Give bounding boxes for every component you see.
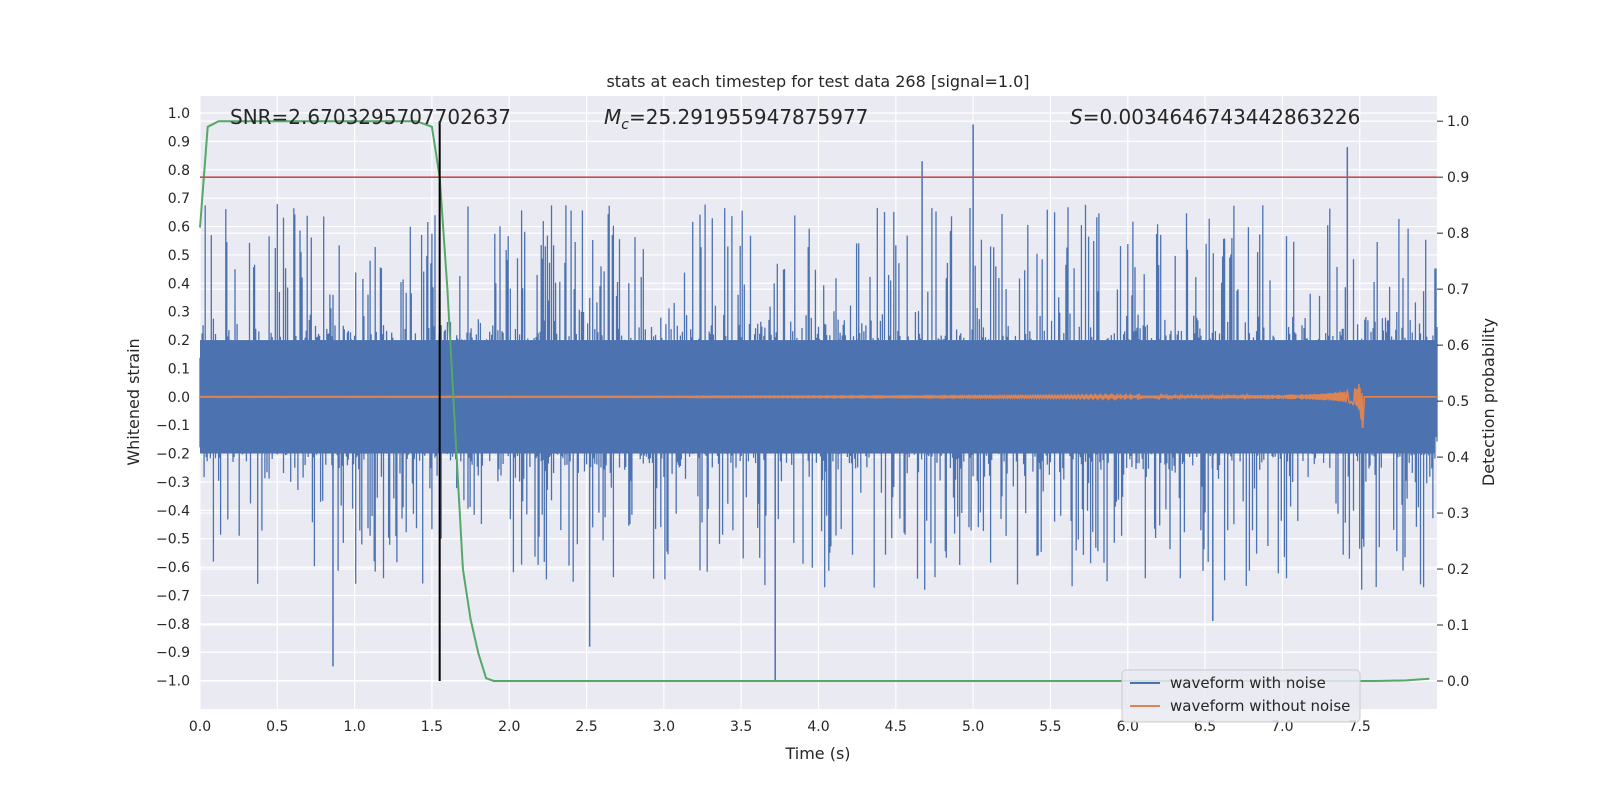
- y2-tick-label: 0.5: [1447, 394, 1469, 410]
- legend: waveform with noise waveform without noi…: [1121, 669, 1361, 723]
- x-tick-label: 4.0: [807, 719, 829, 735]
- y-tick-label: 0.6: [168, 220, 190, 236]
- x-tick-label: 3.0: [653, 719, 675, 735]
- y-tick-label: 0.5: [168, 248, 190, 264]
- y-tick-label: −1.0: [156, 674, 190, 690]
- legend-label-clean: waveform without noise: [1170, 697, 1350, 715]
- chirp-mass-value: =25.291955947875977: [629, 105, 868, 129]
- y2-tick-label: 0.3: [1447, 506, 1469, 522]
- y2-tick-label: 0.0: [1447, 674, 1469, 690]
- chirp-mass-symbol: M: [604, 105, 621, 129]
- x-tick-label: 7.5: [1349, 719, 1371, 735]
- y2-tick-label: 0.7: [1447, 282, 1469, 298]
- x-tick-label: 3.5: [730, 719, 752, 735]
- y2-axis-label: Detection probability: [1479, 318, 1498, 486]
- y-tick-label: −0.2: [156, 447, 190, 463]
- y2-tick-label: 0.2: [1447, 562, 1469, 578]
- y-axis-label: Whitened strain: [124, 338, 143, 465]
- x-axis-label: Time (s): [784, 744, 850, 763]
- y-tick-label: 0.8: [168, 163, 190, 179]
- y-tick-label: 0.4: [168, 276, 190, 292]
- y-tick-label: 0.2: [168, 333, 190, 349]
- y-tick-label: −0.6: [156, 560, 190, 576]
- y-tick-label: −0.3: [156, 475, 190, 491]
- series-waveform-without-noise: [199, 383, 1437, 428]
- x-tick-label: 1.0: [343, 719, 365, 735]
- y2-tick-label: 0.4: [1447, 450, 1469, 466]
- y2-tick-label: 0.9: [1447, 170, 1469, 186]
- s-annotation: S=0.0034646743442863226: [1070, 105, 1360, 129]
- y-tick-label: −0.1: [156, 418, 190, 434]
- y2-tick-label: 1.0: [1447, 114, 1469, 130]
- probability-trace: [199, 120, 1430, 682]
- clean-trace: [199, 383, 1437, 428]
- x-tick-label: 6.5: [1194, 719, 1216, 735]
- y-tick-label: −0.7: [156, 588, 190, 604]
- y2-tick-label: 0.8: [1447, 226, 1469, 242]
- x-tick-label: 4.5: [885, 719, 907, 735]
- series-detection-probability: [199, 120, 1430, 682]
- chirp-mass-subscript: c: [621, 117, 629, 133]
- snr-annotation: SNR=2.6703295707702637: [230, 105, 511, 129]
- y-tick-label: −0.5: [156, 532, 190, 548]
- x-tick-label: 0.5: [266, 719, 288, 735]
- y-tick-label: 0.9: [168, 134, 190, 150]
- y-tick-label: −0.9: [156, 645, 190, 661]
- x-tick-label: 1.5: [421, 719, 443, 735]
- y-tick-label: 0.1: [168, 361, 190, 377]
- overlays: [200, 121, 1437, 682]
- x-tick-label: 7.0: [1271, 719, 1293, 735]
- x-tick-label: 5.0: [962, 719, 984, 735]
- y-tick-label: 0.0: [168, 390, 190, 406]
- x-tick-label: 2.5: [575, 719, 597, 735]
- y-tick-label: 1.0: [168, 106, 190, 122]
- s-value: =0.0034646743442863226: [1083, 105, 1361, 129]
- y-tick-label: −0.4: [156, 503, 190, 519]
- legend-box: [1121, 669, 1361, 723]
- x-tick-label: 6.0: [1117, 719, 1139, 735]
- legend-label-noise: waveform with noise: [1170, 674, 1326, 692]
- chirp-mass-annotation: Mc=25.291955947875977: [604, 105, 868, 133]
- s-symbol: S: [1070, 105, 1083, 129]
- y2-tick-label: 0.1: [1447, 618, 1469, 634]
- axes: 0.0 0.5 1.0 1.5 2.0 2.5 3.0 3.5 4.0 4.5 5.0 5.5 6.0 6…: [156, 106, 1469, 735]
- y-tick-label: 0.7: [168, 191, 190, 207]
- x-tick-label: 5.5: [1039, 719, 1061, 735]
- y-tick-label: 0.3: [168, 305, 190, 321]
- y2-tick-label: 0.6: [1447, 338, 1469, 354]
- y-tick-label: −0.8: [156, 617, 190, 633]
- x-tick-label: 0.0: [189, 719, 211, 735]
- chart-title: stats at each timestep for test data 268…: [606, 72, 1029, 91]
- x-tick-label: 2.0: [498, 719, 520, 735]
